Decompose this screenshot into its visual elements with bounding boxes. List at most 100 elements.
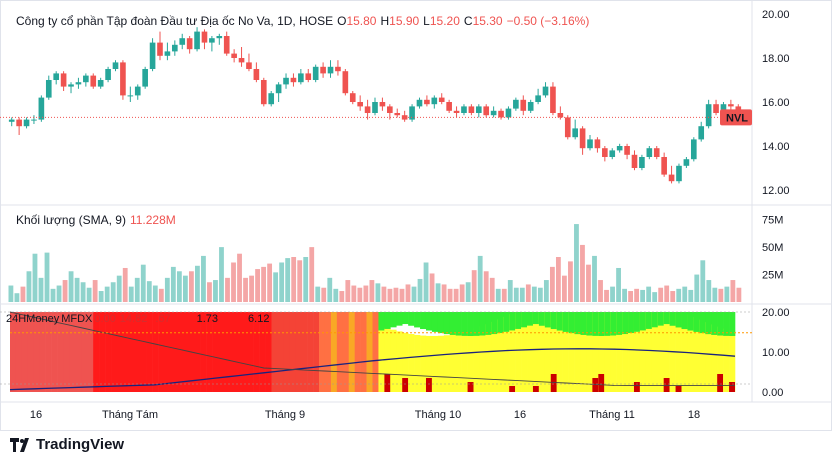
indicator-bar	[633, 312, 641, 392]
volume-bar	[327, 277, 333, 302]
indicator-bar	[425, 378, 432, 392]
candle-body	[416, 99, 423, 107]
indicator-bar	[93, 312, 100, 392]
indicator-bar	[15, 312, 23, 392]
indicator-bar	[342, 312, 350, 392]
candle-body	[149, 42, 156, 69]
volume-bar	[495, 288, 501, 302]
indicator-bar	[550, 312, 558, 330]
volume-bar	[363, 285, 369, 302]
indicator-bar	[503, 316, 510, 392]
candle-body	[335, 66, 341, 72]
indicator-bar	[663, 312, 670, 325]
tradingview-logo[interactable]: TradingView	[10, 436, 124, 453]
candle-body	[68, 84, 74, 87]
indicator-bar	[277, 312, 284, 392]
volume-bar	[471, 270, 477, 302]
time-tick-label: Tháng 10	[415, 409, 461, 421]
candle-body	[594, 139, 601, 149]
indicator-sub: MFDX	[61, 313, 93, 325]
indicator-bar	[354, 312, 361, 392]
candle-body	[446, 102, 452, 111]
indicator-bar	[473, 312, 480, 336]
time-tick-label: 18	[688, 409, 700, 421]
candle-body	[616, 146, 623, 151]
volume-bar	[676, 288, 682, 302]
indicator-bar	[717, 326, 724, 392]
volume-tick-label: 50M	[762, 242, 783, 254]
candle-body	[186, 38, 193, 50]
volume-bar	[447, 288, 453, 302]
price-legend: Công ty cổ phần Tập đoàn Đầu tư Địa ốc N…	[16, 14, 593, 28]
indicator-bar	[152, 312, 159, 392]
indicator-bar	[497, 319, 504, 392]
indicator-bar	[425, 335, 433, 392]
volume-bar	[706, 280, 712, 302]
volume-bar	[32, 253, 38, 302]
volume-sma-value: 11.228M	[129, 213, 176, 227]
candle-body	[157, 42, 163, 56]
candle-body	[453, 110, 460, 113]
candle-body	[639, 157, 645, 168]
candle-body	[312, 66, 319, 80]
volume-bar	[640, 289, 646, 302]
indicator-bar	[289, 312, 296, 392]
indicator-bar	[229, 312, 237, 392]
candle-body	[587, 139, 593, 149]
indicator-bar	[259, 312, 266, 392]
indicator-bar	[568, 312, 575, 334]
candle-body	[364, 106, 371, 113]
volume-bar	[555, 257, 561, 302]
indicator-bar	[63, 312, 70, 392]
indicator-bar	[75, 312, 82, 392]
indicator-bar	[699, 319, 706, 392]
indicator-bar	[503, 312, 510, 332]
indicator-bar	[544, 312, 552, 328]
volume-bar	[598, 280, 603, 302]
volume-bar	[140, 264, 146, 302]
candle-body	[179, 38, 186, 45]
indicator-bar	[449, 312, 456, 335]
indicator-bar	[598, 312, 605, 392]
volume-bar	[134, 277, 140, 302]
volume-bar	[664, 285, 670, 302]
indicator-bar	[360, 312, 367, 392]
indicator-bar	[402, 378, 409, 392]
indicator-bar	[223, 312, 231, 392]
candle-body	[216, 36, 223, 39]
indicator-tick-label: 20.00	[762, 307, 790, 319]
indicator-bar	[164, 312, 171, 392]
volume-bar	[339, 291, 345, 302]
volume-bar	[592, 255, 597, 302]
volume-bar	[622, 288, 627, 302]
indicator-bar	[574, 312, 581, 335]
indicator-bar	[628, 312, 635, 334]
candle-body	[31, 119, 37, 121]
volume-bar	[98, 291, 104, 302]
volume-bar	[429, 273, 435, 302]
candle-body	[401, 115, 408, 120]
indicator-bar	[705, 322, 712, 392]
volume-bar	[176, 271, 182, 302]
indicator-bar	[586, 312, 593, 336]
volume-bar	[243, 277, 248, 302]
indicator-bar	[693, 317, 700, 392]
indicator-bar	[633, 382, 640, 392]
open-label: O	[337, 14, 347, 28]
candle-body	[75, 82, 82, 85]
volume-bar	[393, 287, 399, 302]
indicator-bar	[390, 329, 397, 392]
volume-bar	[38, 277, 44, 302]
indicator-bar	[657, 312, 664, 392]
time-tick-label: Tháng 9	[265, 409, 305, 421]
volume-bar	[122, 267, 128, 302]
indicator-bar	[420, 312, 427, 330]
indicator-value-2: 14.82	[119, 313, 148, 325]
candle-body	[172, 44, 178, 52]
volume-bar	[652, 292, 658, 302]
candle-body	[298, 73, 304, 83]
volume-bar	[80, 282, 86, 302]
candle-body	[720, 104, 727, 113]
indicator-bar	[693, 312, 700, 332]
candle-body	[53, 73, 60, 80]
